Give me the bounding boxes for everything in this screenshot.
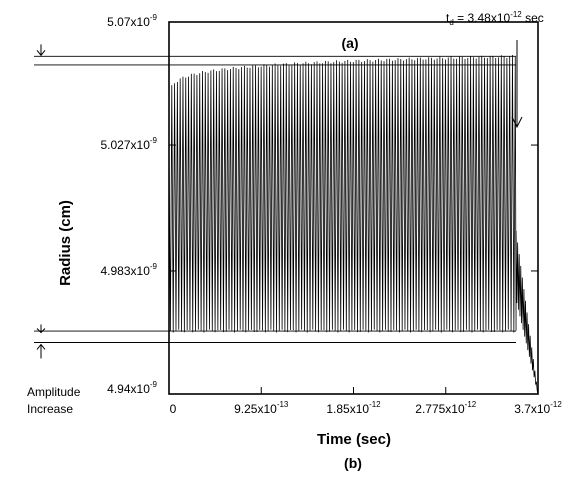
panel-label-b: (b)	[344, 455, 362, 471]
arrows	[36, 40, 523, 359]
drop-time-annotation: td = 3.48x10-12 sec	[446, 10, 544, 27]
x-tick-label: 0	[170, 402, 177, 416]
amplitude-arrow-top	[36, 44, 46, 57]
drop-time-arrow	[511, 40, 523, 129]
x-axis-label: Time (sec)	[317, 431, 391, 448]
x-tick-labels: 0 9.25x10-13 1.85x10-12 2.775x10-12 3.7x10-1…	[170, 400, 563, 416]
y-tick-label: 5.027x10-9	[100, 136, 157, 152]
y-tick-label: 4.94x10-9	[107, 380, 157, 396]
y-tick-label: 5.07x10-9	[107, 13, 157, 29]
series-radius-line	[168, 55, 539, 395]
amplitude-arrow-bottom	[36, 343, 46, 359]
x-tick-label: 2.775x10-12	[415, 400, 477, 416]
x-tick-label: 9.25x10-13	[234, 400, 289, 416]
amplitude-label: Amplitude Increase	[27, 385, 84, 416]
y-tick-labels: 4.94x10-9 4.983x10-9 5.027x10-9 5.07x10-9	[100, 13, 157, 396]
amplitude-arrow-lower-top	[36, 324, 46, 334]
plot-frame	[168, 21, 539, 395]
panel-label-a: (a)	[341, 35, 358, 51]
x-tick-label: 3.7x10-12	[514, 400, 562, 416]
x-tick-label: 1.85x10-12	[326, 400, 381, 416]
reference-lines	[34, 55, 517, 343]
y-tick-label: 4.983x10-9	[100, 262, 157, 278]
y-axis-label: Radius (cm)	[57, 200, 74, 286]
